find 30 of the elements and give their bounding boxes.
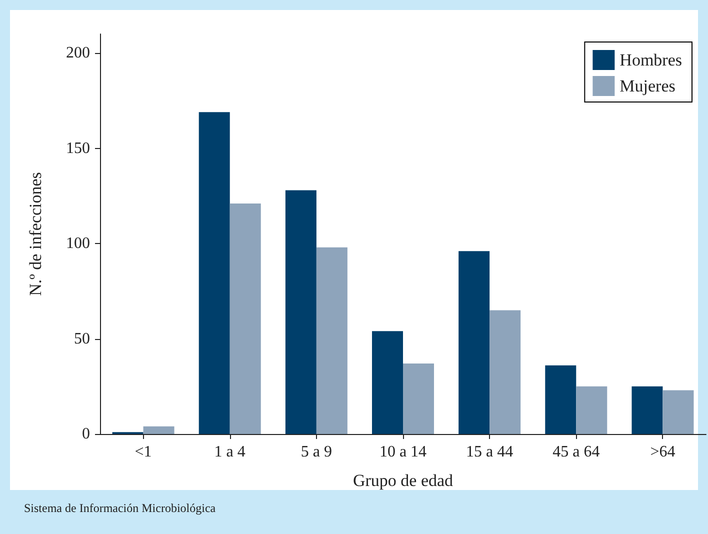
bar xyxy=(662,390,694,434)
legend-label: Mujeres xyxy=(620,76,676,96)
x-tick-label: 45 a 64 xyxy=(552,444,600,460)
bar xyxy=(403,364,434,434)
y-axis-title: N.º de infecciones xyxy=(26,172,45,296)
bar xyxy=(576,386,608,434)
text: Sistema de Información Microbiológica xyxy=(24,501,216,515)
bar xyxy=(372,331,403,434)
bar xyxy=(230,204,261,434)
bar xyxy=(632,386,663,434)
x-tick-label: 10 a 14 xyxy=(379,444,427,460)
y-tick-label: 200 xyxy=(66,44,90,62)
y-tick-label: 150 xyxy=(66,140,90,157)
x-axis-title: Grupo de edad xyxy=(352,471,454,490)
bar xyxy=(545,365,576,434)
bar xyxy=(198,112,230,434)
x-tick-label: 5 a 9 xyxy=(300,444,332,460)
y-tick-label: 0 xyxy=(82,426,90,442)
x-tick-label: 15 a 44 xyxy=(466,444,514,460)
bar xyxy=(143,426,174,434)
bar xyxy=(458,251,490,434)
bar xyxy=(285,190,316,434)
y-tick-label: 100 xyxy=(66,235,90,252)
x-tick-label: >64 xyxy=(650,444,676,460)
legend-label: Hombres xyxy=(620,50,682,70)
x-tick-label: <1 xyxy=(134,444,152,460)
y-tick-label: 50 xyxy=(74,330,90,348)
bar xyxy=(490,310,521,434)
bar xyxy=(316,247,348,434)
x-tick-label: 1 a 4 xyxy=(214,444,246,460)
